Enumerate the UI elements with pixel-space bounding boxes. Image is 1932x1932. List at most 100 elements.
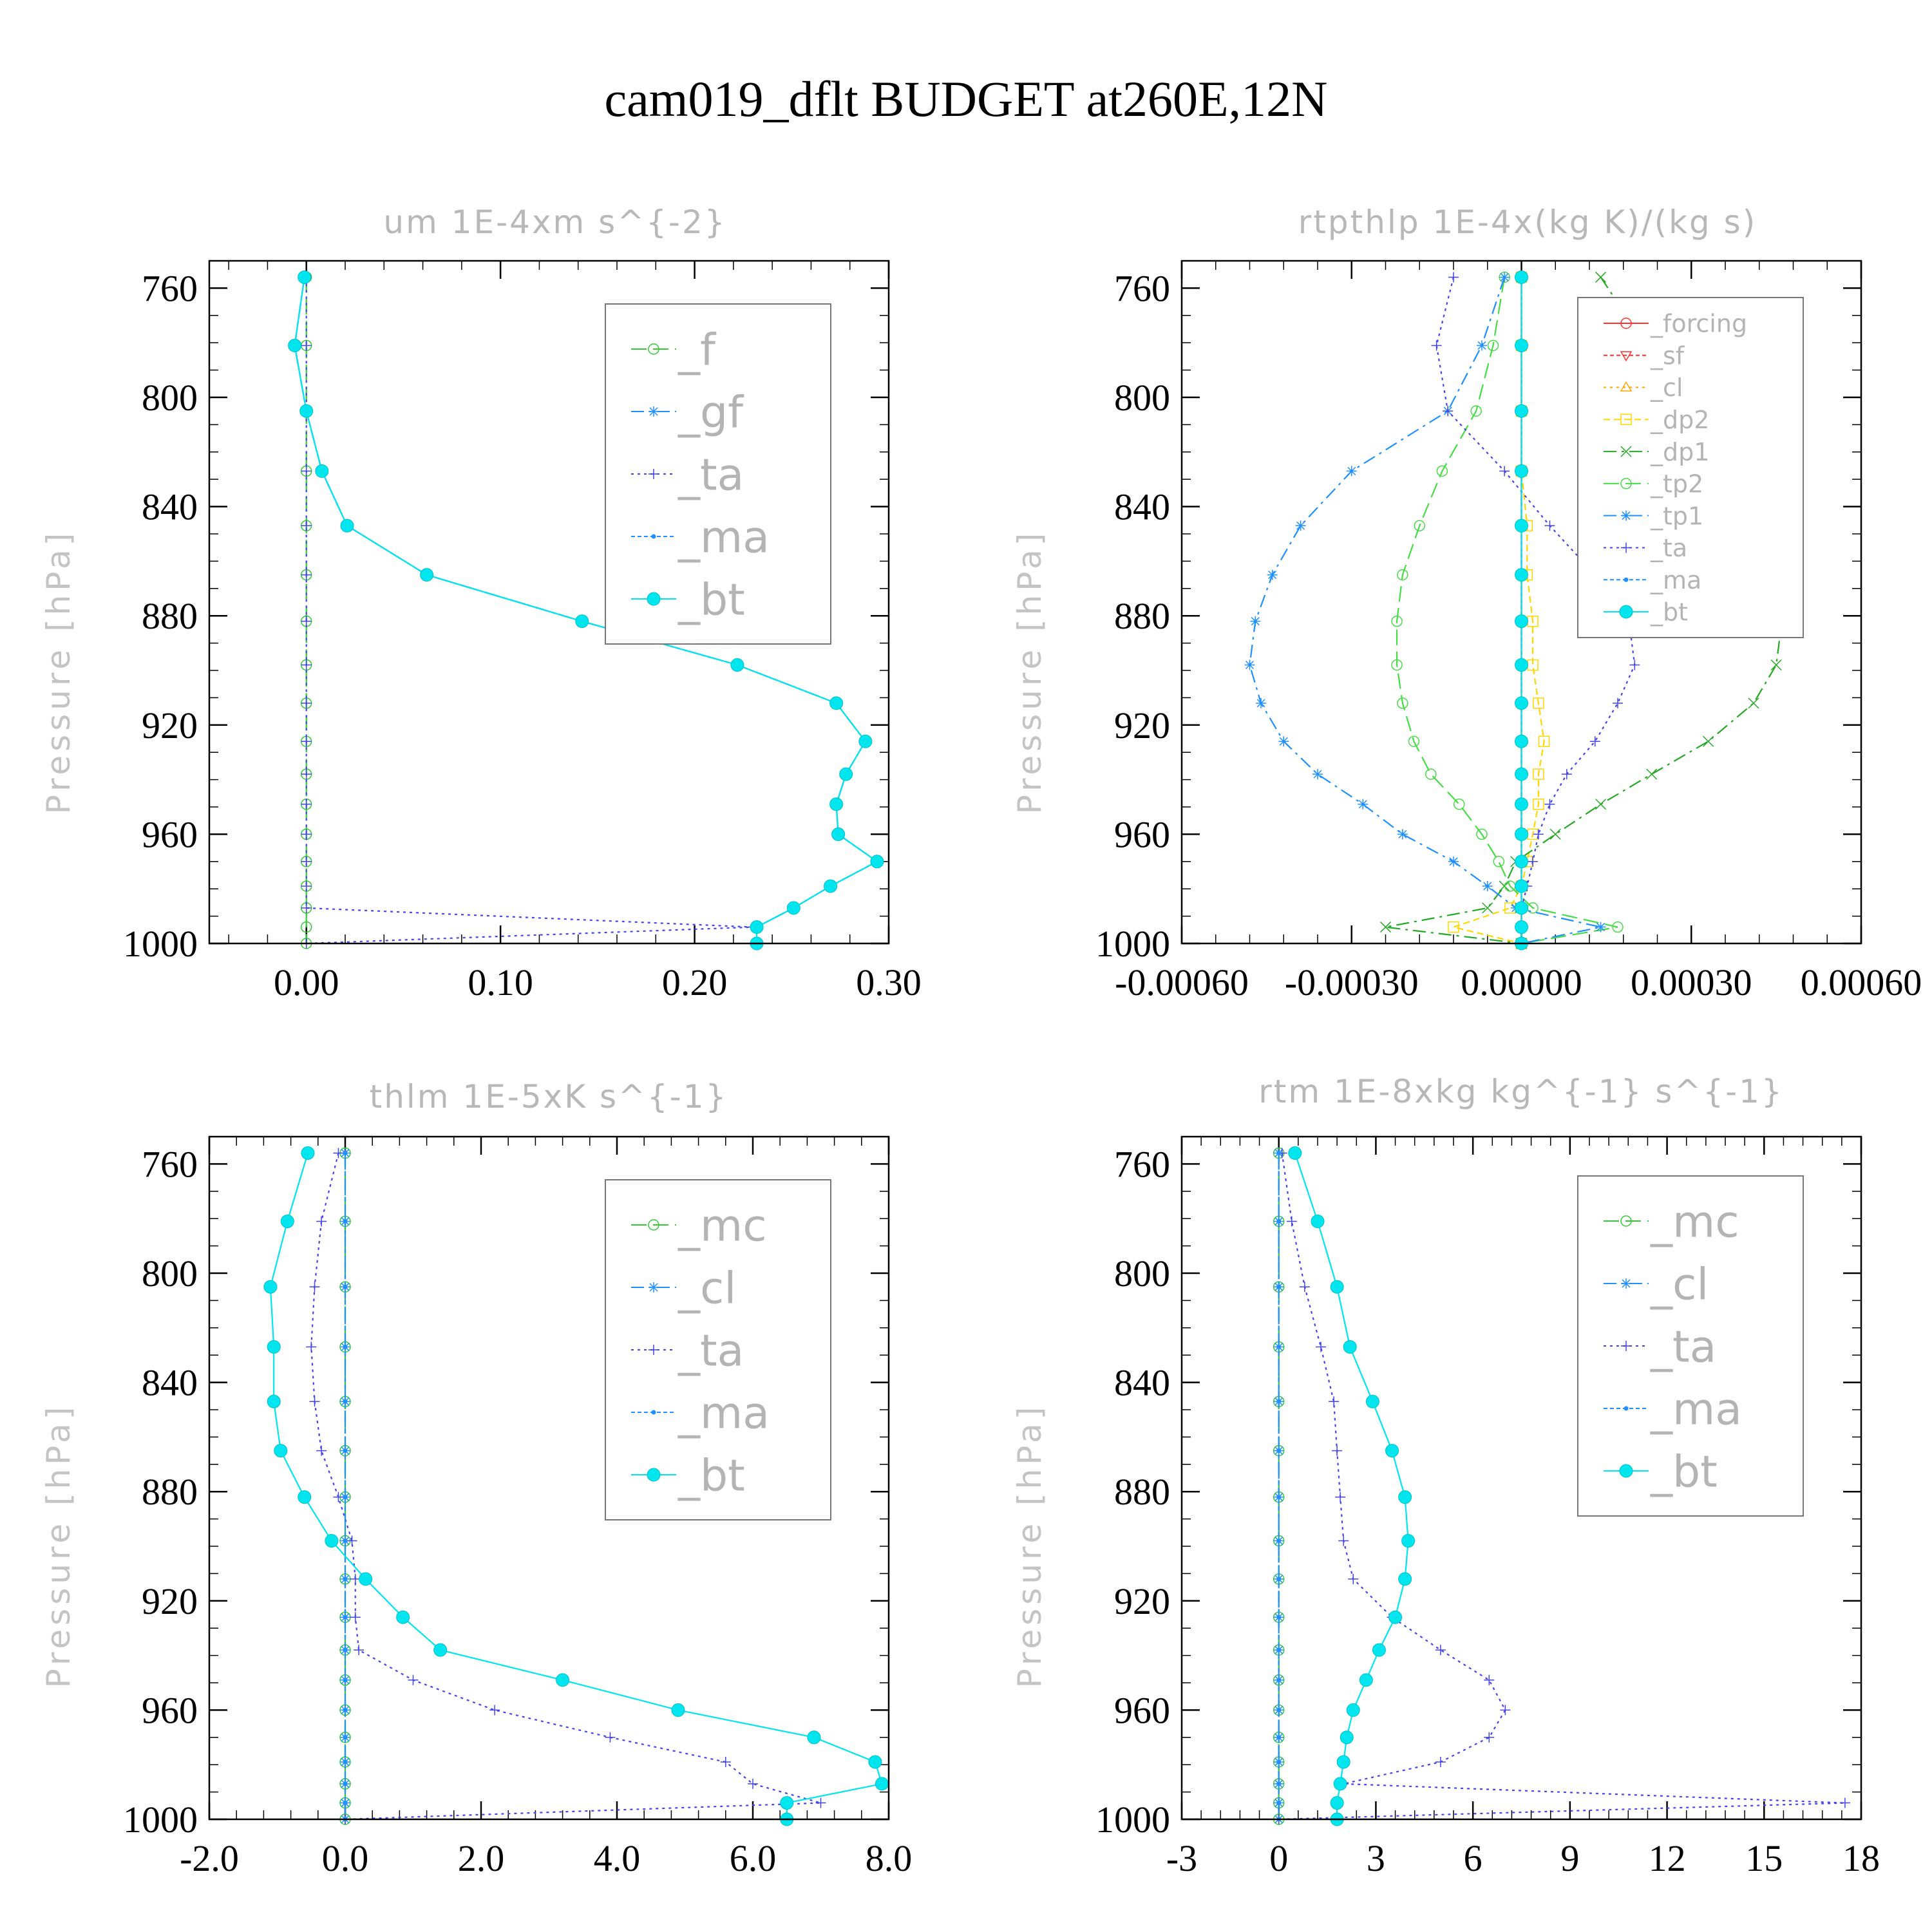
legend-marker (1620, 413, 1632, 426)
data-point (605, 1732, 616, 1743)
data-point (1391, 659, 1403, 671)
data-point (1276, 1539, 1282, 1544)
data-point (807, 1730, 821, 1745)
x-tick-label: 6 (1464, 1837, 1482, 1879)
y-tick-label: 960 (1114, 813, 1170, 855)
legend-marker (649, 1282, 659, 1293)
data-point (333, 1492, 344, 1502)
data-point (1330, 1280, 1344, 1294)
data-point (267, 1394, 281, 1408)
data-point (1330, 1796, 1344, 1810)
data-point (831, 827, 846, 841)
data-point (325, 1534, 339, 1548)
legend-marker (649, 469, 659, 479)
data-point (343, 1150, 348, 1155)
data-point (1335, 1492, 1346, 1502)
y-tick-label: 840 (142, 1362, 198, 1404)
y-tick-label: 760 (142, 267, 198, 309)
data-point (815, 1797, 826, 1808)
legend-label: _ta (1650, 1321, 1716, 1372)
y-tick-label: 880 (1114, 595, 1170, 637)
data-point (301, 856, 312, 867)
data-point (1276, 1615, 1282, 1620)
y-tick-label: 1000 (1095, 923, 1170, 965)
x-tick-label: 0.20 (662, 961, 728, 1003)
data-point (1454, 799, 1465, 810)
data-point (1629, 659, 1640, 670)
data-point (1276, 1735, 1282, 1740)
data-point (1770, 659, 1782, 671)
y-tick-label: 880 (142, 1471, 198, 1513)
data-point (875, 1777, 889, 1791)
y-tick-label: 800 (142, 377, 198, 419)
legend-label: _gf (677, 387, 744, 438)
data-point (1299, 1282, 1310, 1293)
legend-label: _forcing (1650, 310, 1747, 338)
data-point (1612, 921, 1624, 933)
data-point (1401, 1534, 1416, 1548)
legend-label: _ta (677, 1325, 744, 1376)
data-point (301, 829, 312, 840)
data-point (1256, 697, 1267, 708)
data-point (1276, 1577, 1282, 1582)
legend-marker (1620, 478, 1632, 489)
legend-label: _ma (1650, 1384, 1742, 1435)
data-point (267, 1340, 281, 1354)
data-point (301, 340, 312, 351)
data-point (1312, 769, 1323, 780)
data-point (1515, 658, 1528, 672)
y-tick-label: 920 (142, 705, 198, 746)
data-point (750, 920, 764, 934)
data-point (1476, 340, 1487, 351)
data-point (1493, 856, 1505, 867)
x-tick-label: 9 (1560, 1837, 1579, 1879)
panel-um-title: um 1E-4xm s^{-2} (383, 204, 726, 241)
series-line-ta (1435, 277, 1636, 943)
data-point (1515, 696, 1528, 710)
x-tick-label: 4.0 (594, 1837, 641, 1879)
data-point (1276, 1647, 1282, 1653)
x-tick-label: 6.0 (730, 1837, 777, 1879)
data-point (1397, 697, 1408, 709)
y-tick-label: 800 (1114, 377, 1170, 419)
y-tick-label: 880 (142, 595, 198, 637)
data-point (1515, 901, 1528, 915)
data-point (1470, 405, 1482, 417)
panel-um-ylabel: Pressure [hPa] (40, 529, 77, 815)
legend-label: _ta (677, 450, 744, 500)
data-point (1398, 1572, 1412, 1586)
data-point (1533, 697, 1544, 709)
data-point (1515, 797, 1528, 811)
y-tick-label: 960 (142, 813, 198, 855)
legend-label: _cl (1650, 374, 1683, 402)
data-point (316, 1216, 327, 1227)
data-point (1276, 1284, 1282, 1289)
data-point (346, 1535, 357, 1546)
legend-label: _tp1 (1650, 502, 1703, 530)
legend-label: _mc (677, 1200, 767, 1251)
x-tick-label: 0.00030 (1631, 961, 1752, 1003)
legend-marker (1621, 1278, 1631, 1289)
data-point (301, 569, 312, 580)
series-line-ta (310, 1153, 821, 1821)
data-point (671, 1703, 685, 1717)
data-point (868, 1755, 882, 1769)
data-point (748, 1778, 758, 1789)
panel-rtpthlp-ylabel: Pressure [hPa] (1011, 529, 1048, 815)
series-line-bt (294, 277, 879, 943)
data-point (786, 901, 800, 915)
x-tick-label: 0.00 (274, 961, 339, 1003)
data-point (1267, 569, 1278, 580)
data-point (301, 1146, 315, 1160)
data-point (1340, 1730, 1354, 1745)
y-tick-label: 960 (142, 1689, 198, 1731)
data-point (1278, 736, 1289, 747)
legend-marker (651, 534, 656, 539)
data-point (1515, 855, 1528, 869)
data-point (1276, 1150, 1282, 1155)
legend-label: _ma (677, 1388, 770, 1439)
data-point (1398, 1490, 1412, 1504)
data-point (1561, 769, 1572, 780)
data-point (1515, 270, 1528, 284)
data-point (343, 1284, 348, 1289)
